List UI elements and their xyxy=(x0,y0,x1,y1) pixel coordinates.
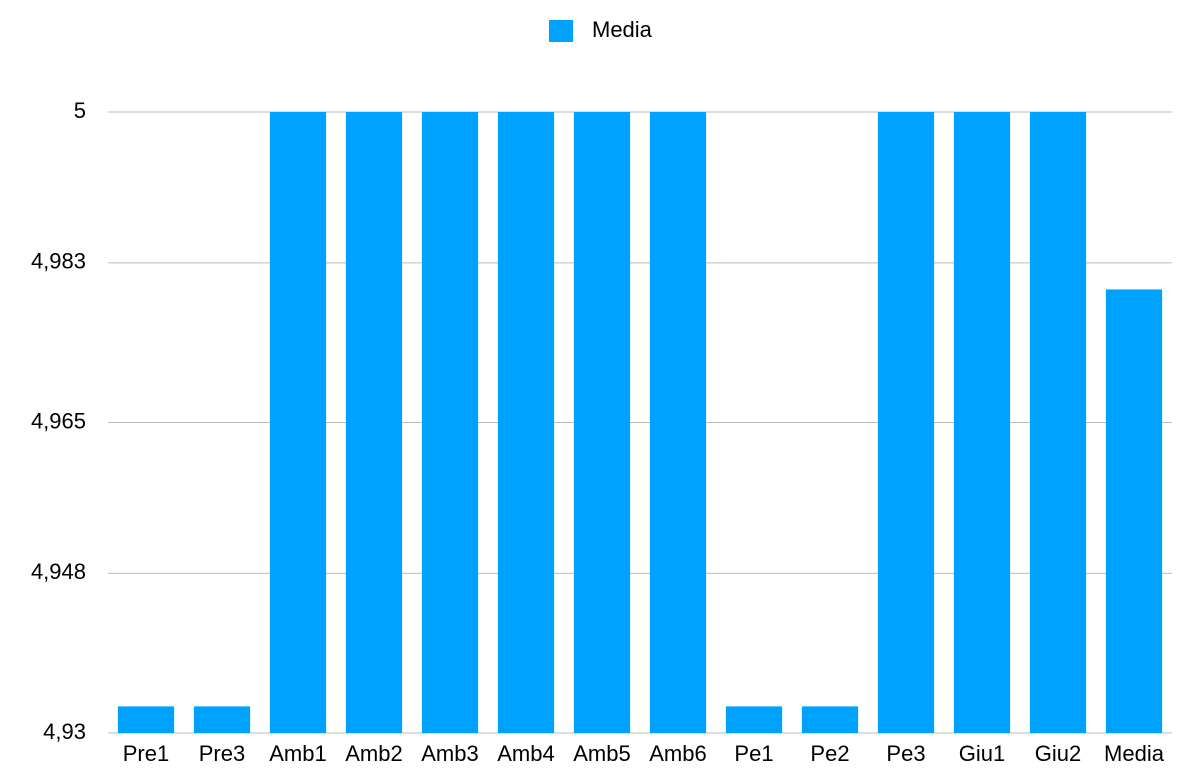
x-tick-label: Pe2 xyxy=(810,741,849,766)
bar xyxy=(953,112,1011,733)
x-tick-label: Amb3 xyxy=(421,741,478,766)
x-tick-label: Media xyxy=(1104,741,1165,766)
x-tick-label: Amb4 xyxy=(497,741,554,766)
legend-label: Media xyxy=(592,17,653,42)
legend-swatch xyxy=(549,20,573,42)
x-tick-label: Giu2 xyxy=(1035,741,1081,766)
x-tick-label: Pe1 xyxy=(734,741,773,766)
x-tick-label: Amb6 xyxy=(649,741,706,766)
x-tick-label: Amb5 xyxy=(573,741,630,766)
bar xyxy=(877,112,935,733)
bar xyxy=(193,706,251,733)
y-tick-label: 5 xyxy=(74,98,86,123)
bar xyxy=(1029,112,1087,733)
x-tick-label: Amb2 xyxy=(345,741,402,766)
bar xyxy=(117,706,175,733)
bar xyxy=(573,112,631,733)
y-tick-label: 4,983 xyxy=(31,249,86,274)
y-tick-label: 4,948 xyxy=(31,559,86,584)
bar xyxy=(497,112,555,733)
y-tick-label: 4,93 xyxy=(43,719,86,744)
x-tick-label: Giu1 xyxy=(959,741,1005,766)
bar xyxy=(801,706,859,733)
bar xyxy=(725,706,783,733)
y-tick-label: 4,965 xyxy=(31,408,86,433)
x-tick-label: Pre1 xyxy=(123,741,169,766)
x-tick-label: Pe3 xyxy=(886,741,925,766)
bar xyxy=(421,112,479,733)
bar xyxy=(345,112,403,733)
x-tick-label: Pre3 xyxy=(199,741,245,766)
bar xyxy=(269,112,327,733)
bar xyxy=(649,112,707,733)
x-tick-label: Amb1 xyxy=(269,741,326,766)
bar xyxy=(1105,289,1163,733)
